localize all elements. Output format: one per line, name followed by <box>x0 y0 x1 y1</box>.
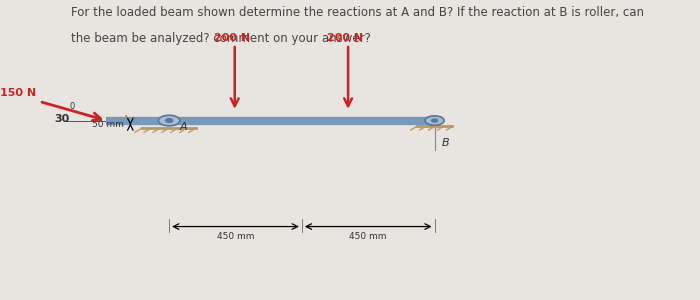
Circle shape <box>165 119 173 122</box>
Text: 0: 0 <box>69 102 74 111</box>
Text: 50 mm: 50 mm <box>92 120 125 129</box>
Text: 450 mm: 450 mm <box>349 232 387 241</box>
Circle shape <box>425 116 444 125</box>
Text: For the loaded beam shown determine the reactions at A and B? If the reaction at: For the loaded beam shown determine the … <box>71 6 644 19</box>
Text: A: A <box>179 122 187 132</box>
Text: B: B <box>442 138 449 148</box>
Text: 200 N: 200 N <box>327 32 363 43</box>
Circle shape <box>158 115 180 126</box>
Text: 30: 30 <box>54 114 69 124</box>
Text: the beam be analyzed? comment on your answer?: the beam be analyzed? comment on your an… <box>71 32 370 45</box>
Text: 450 mm: 450 mm <box>217 232 254 241</box>
Circle shape <box>432 119 438 122</box>
Text: 150 N: 150 N <box>0 88 36 98</box>
Text: 200 N: 200 N <box>214 32 250 43</box>
